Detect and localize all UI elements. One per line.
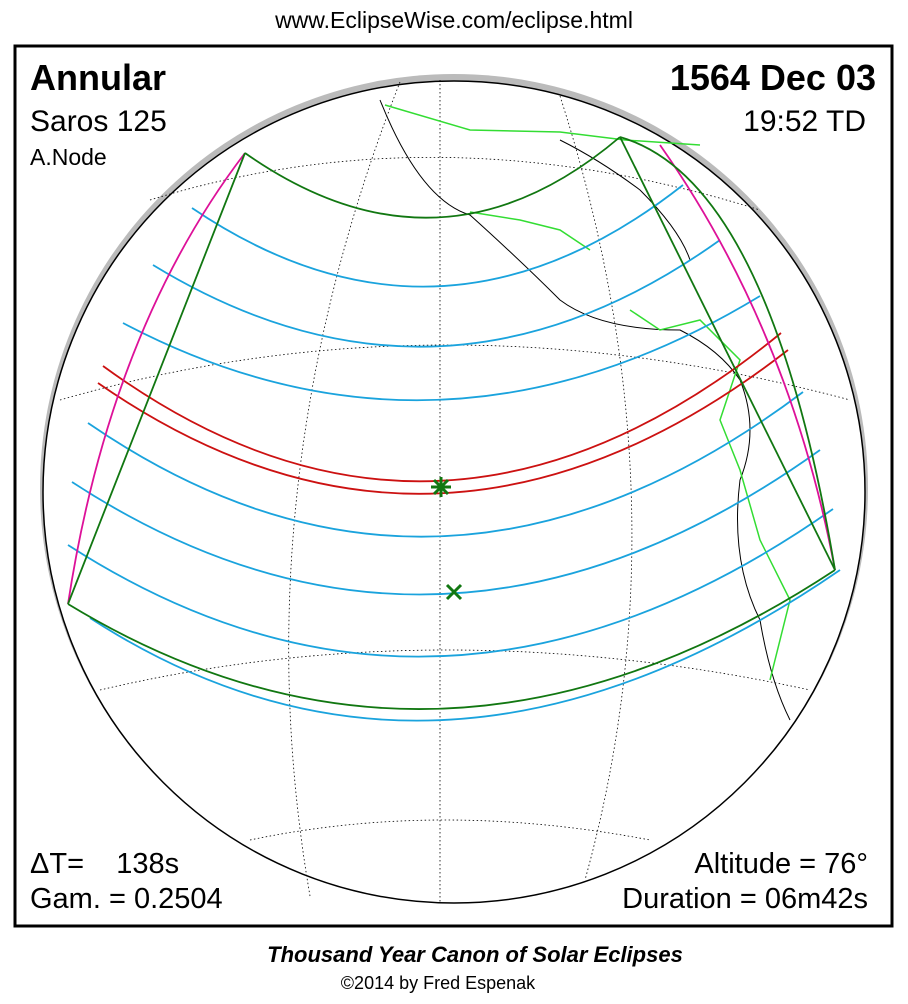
time: 19:52 TD [743, 105, 866, 138]
coastlines [379, 99, 791, 721]
greatest-eclipse [431, 477, 451, 497]
node: A.Node [30, 144, 107, 170]
duration: Duration = 06m42s [622, 883, 868, 915]
greatest-duration [445, 583, 463, 601]
eclipse-type: Annular [30, 57, 166, 98]
altitude: Altitude = 76° [694, 848, 868, 880]
borders [384, 104, 791, 681]
delta-t: ΔT= 138s [30, 848, 179, 880]
rise-set-limits [67, 144, 836, 605]
magnitude-lines [67, 184, 841, 722]
globe [40, 74, 868, 904]
gamma: Gam. = 0.2504 [30, 883, 223, 915]
footer-credit: ©2014 by Fred Espenak [341, 973, 536, 993]
date: 1564 Dec 03 [670, 57, 876, 98]
footer-title: Thousand Year Canon of Solar Eclipses [267, 942, 683, 967]
penumbra-limits [67, 136, 836, 710]
frame [13, 44, 894, 928]
saros: Saros 125 [30, 105, 167, 138]
url: www.EclipseWise.com/eclipse.html [274, 7, 633, 33]
